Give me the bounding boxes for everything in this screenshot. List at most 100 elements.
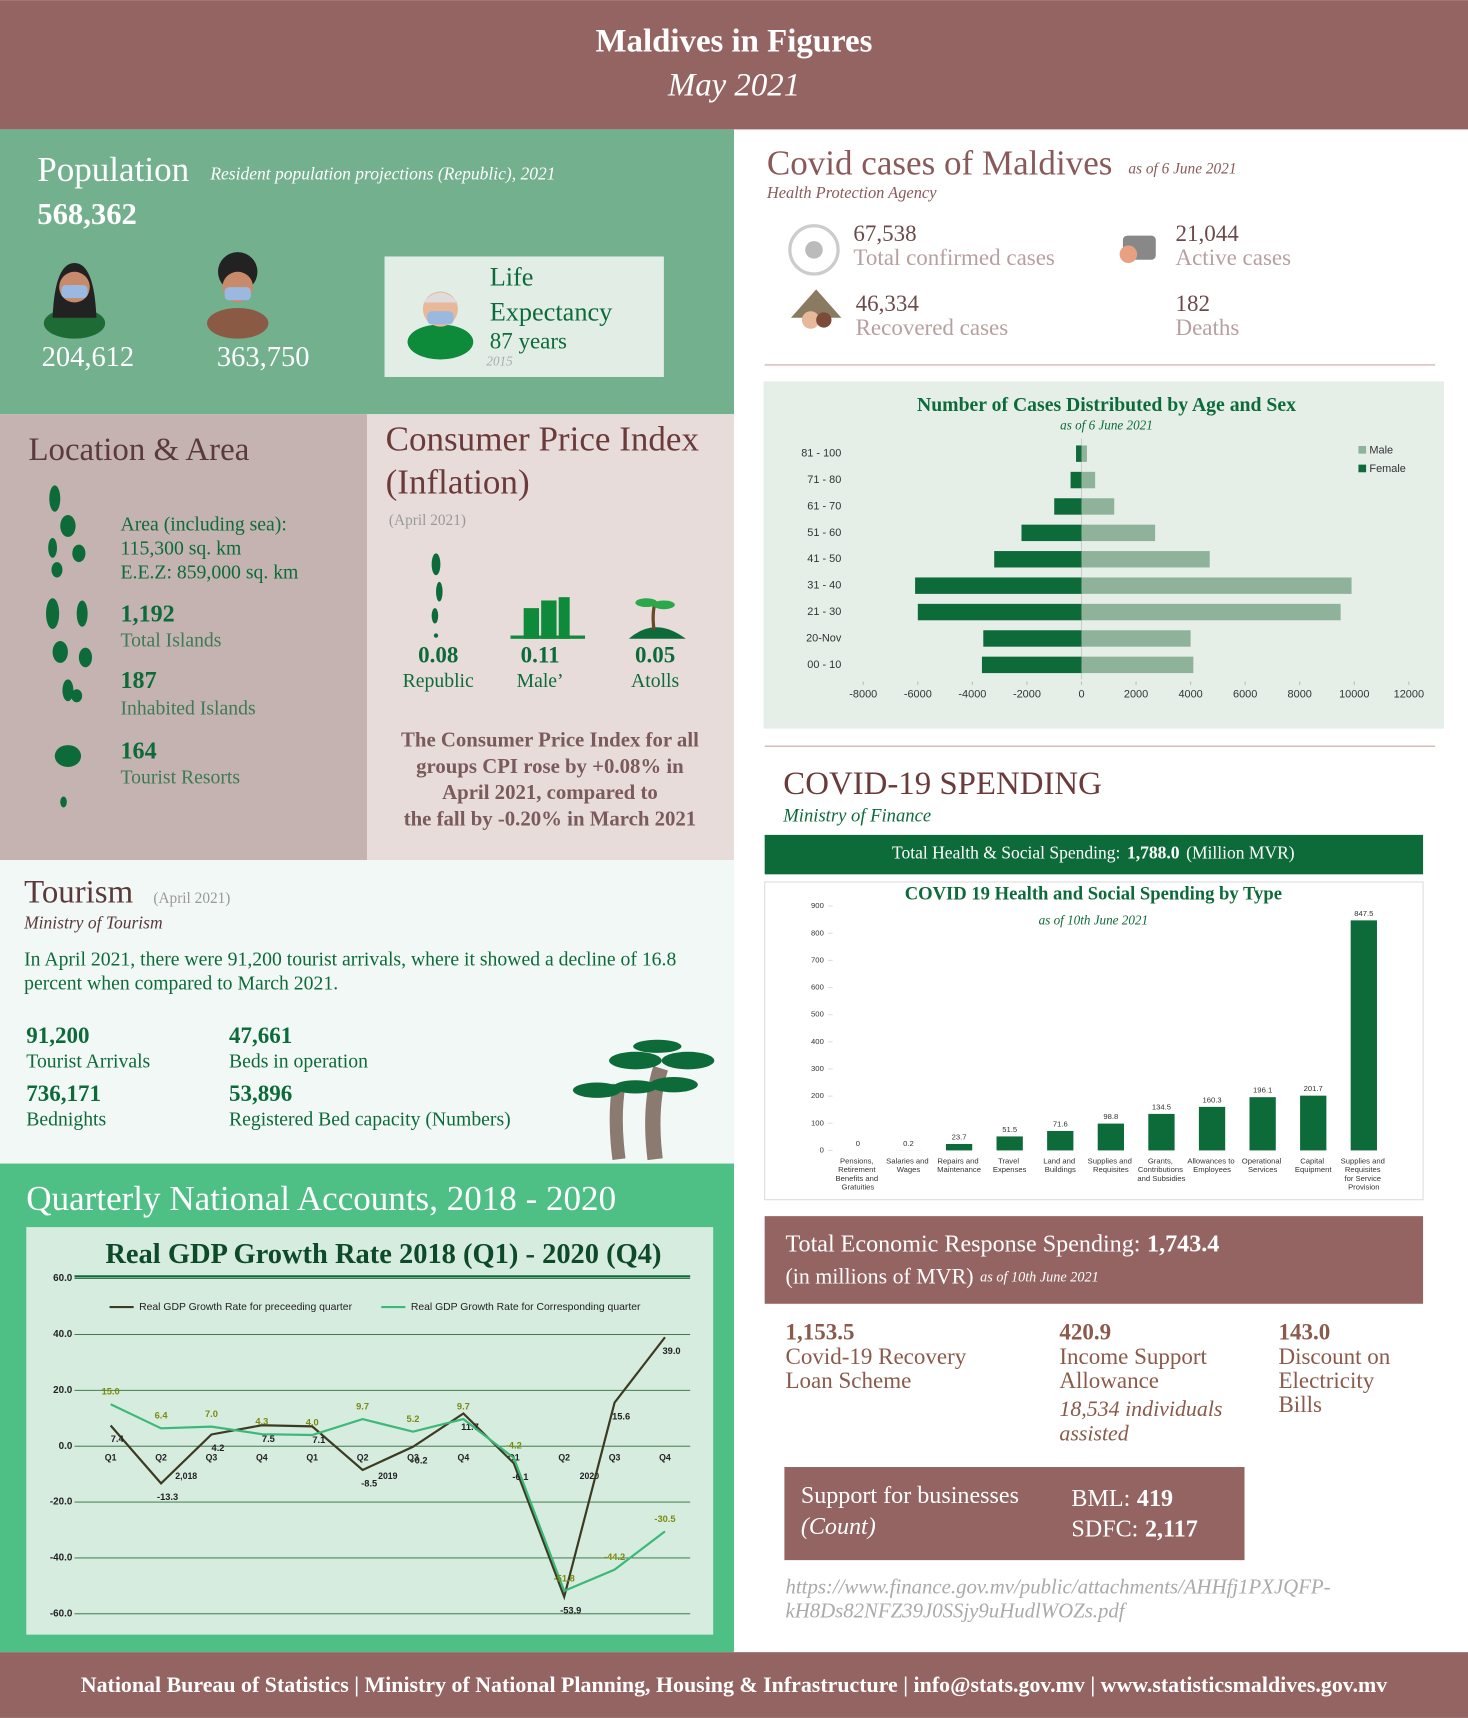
x-tick-label: Q3 (609, 1453, 621, 1463)
data-label: -44.2 (604, 1552, 625, 1562)
footer-band (0, 1652, 1468, 1718)
x-tick-label: 2000 (1124, 689, 1148, 701)
y-tick-label: 400 (811, 1037, 824, 1046)
x-tick-label: -6000 (904, 689, 932, 701)
economic-total: Total Economic Response Spending: 1,743.4 (785, 1231, 1219, 1257)
text-run: 2,117 (1145, 1516, 1198, 1542)
data-label: 196.1 (1253, 1086, 1272, 1095)
area-line: E.E.Z: 859,000 sq. km (121, 562, 300, 584)
y-tick-label: -40.0 (50, 1553, 73, 1564)
bar (1081, 656, 1194, 674)
data-label: 134.5 (1152, 1102, 1171, 1111)
data-label: -4.2 (506, 1440, 522, 1450)
x-tick-label: Travel Expenses (993, 1156, 1027, 1174)
stat-value: 47,661 (229, 1023, 292, 1048)
bar (1350, 920, 1377, 1151)
x-tick-label: Land and Buildings (1043, 1156, 1077, 1174)
business-sdfc: SDFC: 2,117 (1071, 1516, 1197, 1542)
data-label: 9.7 (457, 1402, 470, 1412)
source: Health Protection Agency (766, 183, 937, 202)
cpi-value: 0.05 (635, 643, 675, 668)
data-label: 15.0 (102, 1387, 120, 1397)
x-tick-label: Q1 (105, 1453, 117, 1463)
data-label: 11.7 (461, 1422, 479, 1432)
covid-label: Recovered cases (856, 315, 1009, 340)
chart-subtitle: as of 10th June 2021 (1039, 912, 1148, 927)
y-tick-label: 51 - 60 (807, 527, 841, 539)
bar (1047, 1130, 1074, 1151)
business-box (784, 1467, 1245, 1561)
x-tick-label: Supplies and Requisites (1088, 1156, 1134, 1174)
gdp-chart-box (26, 1227, 714, 1635)
y-tick-label: 61 - 70 (807, 500, 841, 512)
life-title: Life (490, 262, 534, 291)
cpi-value: 0.08 (418, 643, 458, 668)
text-run: 419 (1137, 1485, 1173, 1511)
item-label: Electricity (1278, 1368, 1374, 1393)
y-tick-label: -60.0 (50, 1608, 73, 1619)
section-title: Population (37, 150, 189, 189)
link: kH8Ds82NFZ39J0SSjy9uHudlWOZs.pdf (785, 1599, 1127, 1623)
data-label: 4.0 (306, 1417, 319, 1427)
bar (1097, 1123, 1125, 1151)
life-value: 87 years (490, 328, 567, 353)
stat-value: 187 (121, 668, 157, 694)
stat-value: 91,200 (26, 1023, 89, 1048)
x-tick-label: Q2 (558, 1453, 570, 1463)
series-line (109, 1336, 666, 1601)
y-tick-label: 300 (811, 1064, 824, 1073)
item-label: Income Support (1059, 1344, 1207, 1369)
section-title: COVID-19 SPENDING (783, 766, 1102, 802)
business-title: Support for businesses (801, 1483, 1019, 1509)
legend-label: Female (1369, 463, 1405, 475)
spending-chart-box (764, 881, 1424, 1201)
bar (1021, 524, 1082, 542)
data-label: 0.2 (903, 1139, 914, 1148)
x-tick-label: Grants, Contributions and Subsidies (1137, 1156, 1185, 1183)
y-tick-label: 700 (811, 955, 824, 964)
bar (1300, 1095, 1327, 1151)
y-tick-label: 41 - 50 (807, 553, 841, 565)
bar (1081, 577, 1352, 594)
cpi-label: Male’ (517, 670, 564, 692)
stat-label: Tourist Resorts (121, 767, 241, 789)
section-title: (Inflation) (386, 462, 530, 501)
x-tick-label: Salaries and Wages (886, 1156, 931, 1174)
text-run: Total Health & Social Spending: (892, 843, 1120, 863)
bar (915, 577, 1082, 594)
text-run: as of 10th June 2021 (980, 1270, 1099, 1286)
data-label: -51.8 (554, 1573, 575, 1583)
period: (April 2021) (153, 890, 230, 907)
male-icon (207, 252, 269, 339)
cpi-icons (431, 553, 686, 639)
covid-label: Active cases (1175, 245, 1291, 270)
x-tick-label: Q1 (306, 1453, 318, 1463)
data-label: 71.6 (1053, 1119, 1068, 1128)
bar (1054, 498, 1082, 515)
item-label: Bills (1278, 1392, 1322, 1417)
text-run: 1,788.0 (1127, 843, 1180, 863)
x-tick-label: 10000 (1339, 689, 1369, 701)
y-tick-label: -20.0 (50, 1497, 73, 1508)
item-value: 143.0 (1278, 1320, 1330, 1345)
legend-swatch (1358, 464, 1367, 473)
item-note: assisted (1059, 1420, 1128, 1445)
bar (1249, 1097, 1276, 1151)
x-tick-label: Q4 (659, 1453, 671, 1463)
x-tick-label: 12000 (1394, 689, 1424, 701)
x-tick-label: Supplies and Requisites for Service Prov… (1341, 1156, 1387, 1191)
y-tick-label: 21 - 30 (807, 606, 841, 618)
data-label: 6.4 (155, 1411, 169, 1421)
female-icon (43, 263, 106, 339)
data-label: -30.5 (654, 1514, 675, 1524)
item-label: Covid-19 Recovery (785, 1344, 966, 1369)
data-label: 7.4 (111, 1434, 125, 1444)
stat-label: Tourist Arrivals (26, 1050, 150, 1072)
x-group-label: 2,018 (175, 1471, 197, 1481)
stat-label: Inhabited Islands (121, 698, 256, 720)
source: Ministry of Tourism (23, 913, 163, 933)
cpi-label: Atolls (631, 670, 679, 692)
covid-icons (788, 224, 1156, 329)
bar (1081, 551, 1210, 568)
